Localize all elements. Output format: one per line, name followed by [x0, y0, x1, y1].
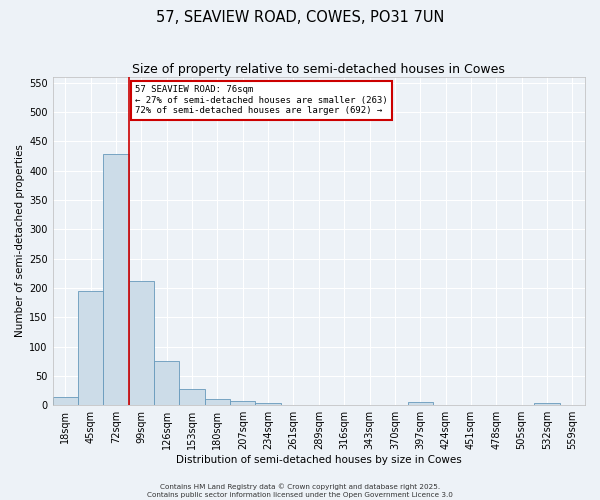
- Text: Contains public sector information licensed under the Open Government Licence 3.: Contains public sector information licen…: [147, 492, 453, 498]
- Bar: [205, 399, 230, 405]
- Bar: [154, 360, 179, 405]
- Bar: [230, 400, 256, 405]
- Bar: [53, 397, 78, 405]
- Bar: [129, 281, 154, 405]
- Bar: [103, 154, 129, 405]
- Text: 57 SEAVIEW ROAD: 76sqm
← 27% of semi-detached houses are smaller (263)
72% of se: 57 SEAVIEW ROAD: 76sqm ← 27% of semi-det…: [135, 86, 388, 116]
- Title: Size of property relative to semi-detached houses in Cowes: Size of property relative to semi-detach…: [133, 62, 505, 76]
- Text: 57, SEAVIEW ROAD, COWES, PO31 7UN: 57, SEAVIEW ROAD, COWES, PO31 7UN: [156, 10, 444, 25]
- Bar: [179, 390, 205, 405]
- X-axis label: Distribution of semi-detached houses by size in Cowes: Distribution of semi-detached houses by …: [176, 455, 462, 465]
- Text: Contains HM Land Registry data © Crown copyright and database right 2025.: Contains HM Land Registry data © Crown c…: [160, 484, 440, 490]
- Y-axis label: Number of semi-detached properties: Number of semi-detached properties: [15, 144, 25, 338]
- Bar: [535, 404, 560, 405]
- Bar: [78, 291, 103, 405]
- Bar: [256, 403, 281, 405]
- Bar: [407, 402, 433, 405]
